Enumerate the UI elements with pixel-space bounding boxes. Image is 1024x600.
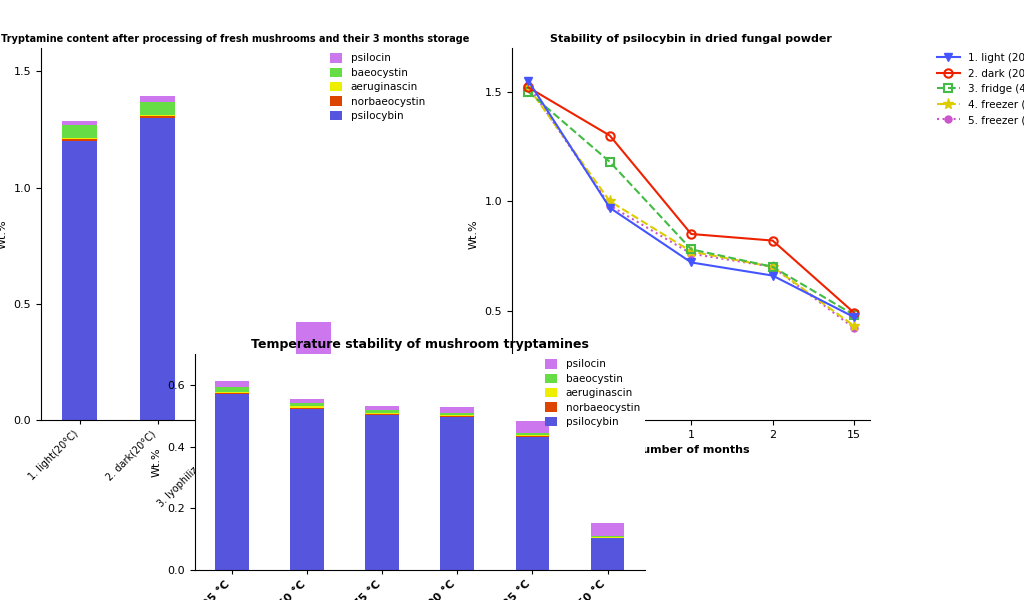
- 2. dark (20 °C): [767, 237, 779, 244]
- 3. fridge (4 °C): [848, 311, 860, 319]
- Bar: [516, 433, 550, 435]
- Line: 4. freezer (-20 °C): 4. freezer (-20 °C): [522, 82, 860, 331]
- Bar: [140, 115, 175, 116]
- 4. freezer (-20 °C): [522, 84, 535, 91]
- Bar: [218, 386, 253, 388]
- 4. freezer (-20 °C): [685, 248, 697, 255]
- Bar: [366, 410, 399, 413]
- 1. light (20 °C): [685, 259, 697, 266]
- 3. fridge (4 °C): [767, 263, 779, 271]
- 5. freezer (-80 °C): [603, 202, 615, 209]
- Bar: [296, 357, 331, 420]
- Bar: [440, 416, 474, 417]
- Bar: [62, 138, 97, 139]
- Bar: [374, 394, 409, 401]
- Bar: [296, 354, 331, 356]
- Bar: [291, 406, 325, 407]
- Bar: [62, 141, 97, 420]
- 3. fridge (4 °C): [685, 246, 697, 253]
- Bar: [591, 538, 625, 570]
- 4. freezer (-20 °C): [767, 263, 779, 271]
- Bar: [291, 399, 325, 403]
- Y-axis label: Wt.%: Wt.%: [0, 219, 8, 249]
- 2. dark (20 °C): [522, 84, 535, 91]
- Bar: [215, 394, 249, 570]
- Bar: [140, 96, 175, 102]
- Bar: [218, 384, 253, 386]
- Bar: [591, 536, 625, 537]
- Y-axis label: Wt.%: Wt.%: [152, 447, 162, 477]
- Bar: [62, 121, 97, 125]
- Bar: [218, 388, 253, 420]
- 4. freezer (-20 °C): [603, 197, 615, 205]
- Bar: [62, 125, 97, 138]
- Legend: 1. light (20 °C), 2. dark (20 °C), 3. fridge (4 °C), 4. freezer (-20 °C), 5. fre: 1. light (20 °C), 2. dark (20 °C), 3. fr…: [937, 53, 1024, 125]
- Bar: [366, 406, 399, 410]
- X-axis label: Number of months: Number of months: [633, 445, 750, 455]
- Bar: [291, 403, 325, 406]
- Bar: [140, 116, 175, 118]
- Line: 5. freezer (-80 °C): 5. freezer (-80 °C): [525, 82, 857, 332]
- Bar: [591, 523, 625, 536]
- Bar: [516, 437, 550, 570]
- Title: Temperature stability of mushroom tryptamines: Temperature stability of mushroom trypta…: [251, 338, 589, 352]
- 5. freezer (-80 °C): [685, 250, 697, 257]
- Bar: [215, 381, 249, 388]
- 2. dark (20 °C): [603, 132, 615, 139]
- 1. light (20 °C): [848, 314, 860, 321]
- Bar: [366, 413, 399, 414]
- 2. dark (20 °C): [848, 309, 860, 316]
- Title: Stability of psilocybin in dried fungal powder: Stability of psilocybin in dried fungal …: [550, 34, 833, 44]
- 2. dark (20 °C): [685, 230, 697, 238]
- 5. freezer (-80 °C): [767, 263, 779, 271]
- Bar: [366, 415, 399, 570]
- Bar: [374, 404, 409, 420]
- Bar: [296, 356, 331, 357]
- Bar: [296, 322, 331, 354]
- Legend: psilocin, baeocystin, aeruginascin, norbaeocystin, psilocybin: psilocin, baeocystin, aeruginascin, norb…: [330, 53, 425, 121]
- Bar: [140, 118, 175, 420]
- 1. light (20 °C): [767, 272, 779, 279]
- Bar: [366, 414, 399, 415]
- Bar: [215, 392, 249, 393]
- Bar: [440, 417, 474, 570]
- Bar: [440, 407, 474, 413]
- Bar: [440, 413, 474, 415]
- Bar: [516, 435, 550, 436]
- Bar: [516, 421, 550, 433]
- 4. freezer (-20 °C): [848, 322, 860, 329]
- 3. fridge (4 °C): [522, 88, 535, 95]
- Bar: [62, 139, 97, 141]
- Bar: [374, 401, 409, 403]
- Line: 2. dark (20 °C): 2. dark (20 °C): [524, 83, 858, 317]
- Line: 1. light (20 °C): 1. light (20 °C): [524, 77, 858, 322]
- Bar: [215, 388, 249, 392]
- Y-axis label: Wt.%: Wt.%: [469, 219, 479, 249]
- Line: 3. fridge (4 °C): 3. fridge (4 °C): [524, 88, 858, 319]
- 5. freezer (-80 °C): [848, 325, 860, 332]
- 5. freezer (-80 °C): [522, 82, 535, 89]
- 1. light (20 °C): [522, 77, 535, 85]
- Bar: [215, 393, 249, 394]
- Bar: [440, 415, 474, 416]
- Bar: [140, 102, 175, 115]
- Title: Tryptamine content after processing of fresh mushrooms and their 3 months storag: Tryptamine content after processing of f…: [1, 34, 470, 44]
- 1. light (20 °C): [603, 204, 615, 211]
- Legend: psilocin, baeocystin, aeruginascin, norbaeocystin, psilocybin: psilocin, baeocystin, aeruginascin, norb…: [545, 359, 640, 427]
- Bar: [516, 436, 550, 437]
- Bar: [291, 409, 325, 570]
- Bar: [291, 407, 325, 409]
- 3. fridge (4 °C): [603, 158, 615, 166]
- Bar: [218, 355, 253, 384]
- Bar: [591, 537, 625, 538]
